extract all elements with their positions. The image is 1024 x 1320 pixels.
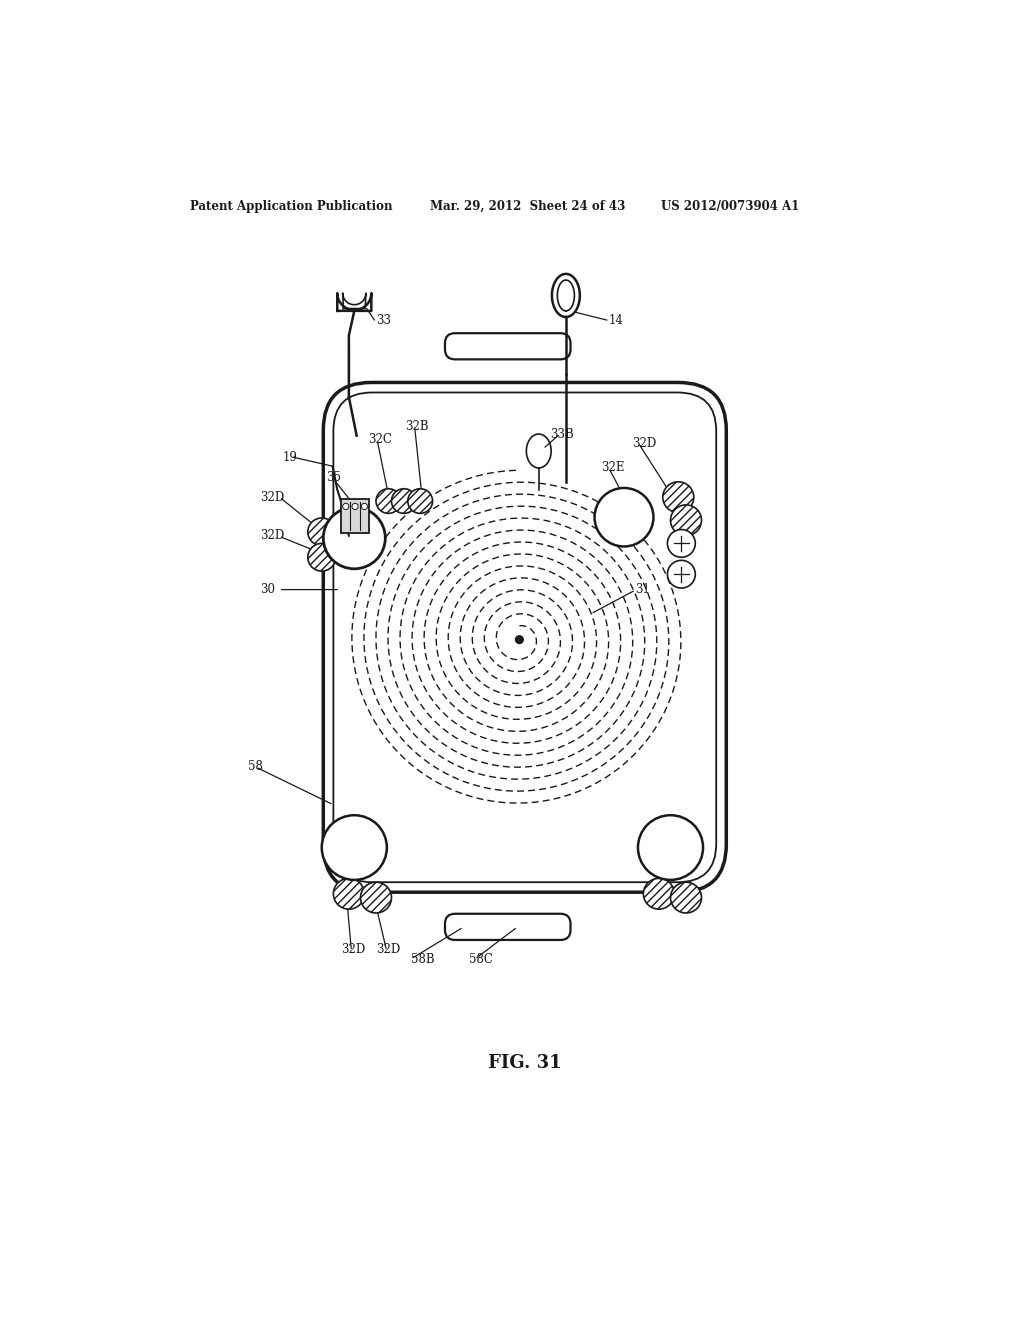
Circle shape xyxy=(324,507,385,569)
Text: 32C: 32C xyxy=(369,433,392,446)
Bar xyxy=(341,499,369,532)
Text: 32D: 32D xyxy=(632,437,656,450)
Circle shape xyxy=(334,878,365,909)
Circle shape xyxy=(671,506,701,536)
Text: 32D: 32D xyxy=(260,491,284,504)
Text: Patent Application Publication: Patent Application Publication xyxy=(190,199,392,213)
Text: 33: 33 xyxy=(376,314,391,326)
Text: 58C: 58C xyxy=(469,953,493,966)
Text: 33B: 33B xyxy=(550,428,574,441)
Circle shape xyxy=(408,488,432,513)
Circle shape xyxy=(663,482,693,512)
Text: US 2012/0073904 A1: US 2012/0073904 A1 xyxy=(662,199,800,213)
Text: 31: 31 xyxy=(636,583,650,597)
Text: 58: 58 xyxy=(248,760,263,774)
Text: 30: 30 xyxy=(260,583,274,597)
Circle shape xyxy=(361,503,368,510)
Circle shape xyxy=(322,816,387,880)
FancyBboxPatch shape xyxy=(334,392,716,882)
Circle shape xyxy=(668,560,695,589)
Circle shape xyxy=(352,503,358,510)
Text: 32D: 32D xyxy=(260,529,284,543)
Circle shape xyxy=(308,544,336,572)
Circle shape xyxy=(643,878,675,909)
Circle shape xyxy=(376,488,400,513)
Circle shape xyxy=(391,488,417,513)
FancyBboxPatch shape xyxy=(445,913,570,940)
Circle shape xyxy=(668,529,695,557)
Text: FIG. 31: FIG. 31 xyxy=(488,1055,561,1072)
Circle shape xyxy=(360,882,391,913)
Text: 19: 19 xyxy=(283,450,298,463)
Text: 32D: 32D xyxy=(341,944,366,957)
Circle shape xyxy=(671,882,701,913)
Text: Mar. 29, 2012  Sheet 24 of 43: Mar. 29, 2012 Sheet 24 of 43 xyxy=(430,199,626,213)
Text: 14: 14 xyxy=(608,314,624,326)
Text: 32E: 32E xyxy=(601,462,625,474)
Text: 35: 35 xyxy=(327,471,341,484)
Circle shape xyxy=(595,488,653,546)
FancyBboxPatch shape xyxy=(445,333,570,359)
Circle shape xyxy=(515,636,523,644)
Circle shape xyxy=(308,517,336,545)
Text: 32D: 32D xyxy=(376,944,400,957)
Circle shape xyxy=(638,816,703,880)
Text: 58B: 58B xyxy=(411,953,434,966)
Text: 32B: 32B xyxy=(406,420,429,433)
FancyBboxPatch shape xyxy=(324,383,726,892)
Circle shape xyxy=(343,503,349,510)
